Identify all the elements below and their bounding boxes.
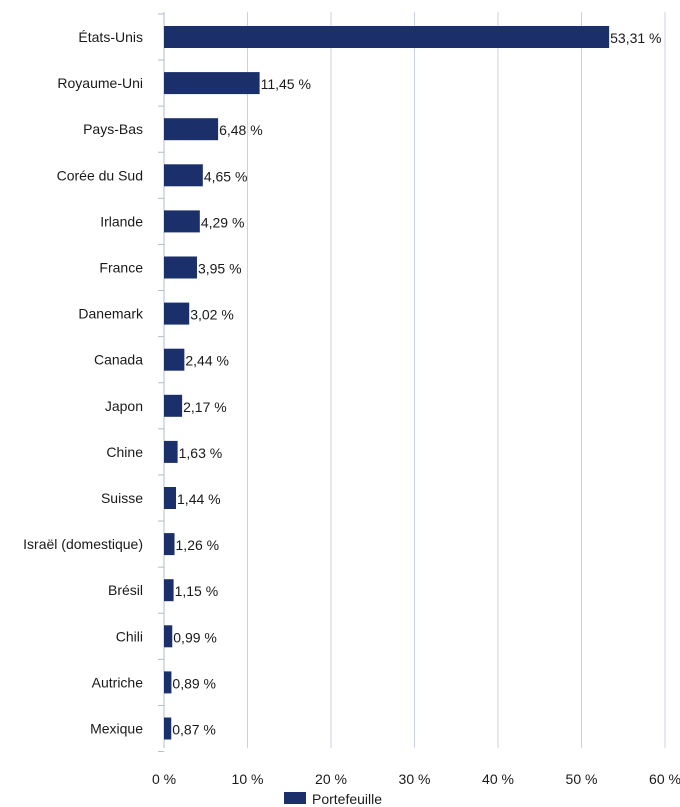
value-label: 2,44 % [185, 353, 229, 369]
category-label: Pays-Bas [83, 121, 143, 137]
value-label: 0,87 % [172, 722, 216, 738]
category-label: Israël (domestique) [23, 536, 143, 552]
bar [164, 72, 260, 95]
bar [164, 533, 175, 556]
bar [164, 164, 203, 187]
bar [164, 256, 197, 279]
bar [164, 394, 183, 417]
category-label: Chili [116, 628, 143, 644]
value-labels: 53,31 % 11,45 % 6,48 % 4,65 % 4,29 % 3,95 % 3,… [172, 30, 661, 738]
category-label: Irlande [100, 213, 143, 229]
bar [164, 26, 610, 48]
x-tick-label: 50 % [566, 771, 598, 787]
category-label: Autriche [92, 674, 144, 690]
bar [164, 210, 200, 233]
category-label: Chine [106, 444, 143, 460]
bar [164, 579, 174, 602]
value-label: 53,31 % [610, 30, 661, 46]
x-tick-label: 40 % [482, 771, 514, 787]
x-tick-label: 20 % [315, 771, 347, 787]
category-label: Royaume-Uni [57, 75, 143, 91]
bar [164, 302, 190, 325]
category-label: Corée du Sud [57, 167, 143, 183]
bar [164, 671, 172, 694]
bar [164, 118, 219, 141]
category-label: Mexique [90, 721, 143, 737]
category-label: Suisse [101, 490, 143, 506]
legend-label: Portefeuille [312, 791, 382, 807]
value-label: 3,95 % [198, 261, 242, 277]
bar [164, 440, 178, 463]
category-label: Brésil [108, 582, 143, 598]
value-label: 0,89 % [172, 675, 216, 691]
category-label: États-Unis [78, 29, 143, 45]
legend: Portefeuille [284, 791, 382, 807]
value-label: 1,26 % [176, 537, 220, 553]
bar [164, 348, 185, 371]
value-label: 1,15 % [175, 583, 219, 599]
x-tick-label: 0 % [152, 771, 176, 787]
value-label: 4,29 % [201, 214, 245, 230]
category-label: France [99, 260, 143, 276]
value-label: 2,17 % [183, 399, 227, 415]
x-tick-label: 10 % [232, 771, 264, 787]
value-label: 6,48 % [219, 122, 263, 138]
x-axis-tick-labels: 0 % 10 % 20 % 30 % 40 % 50 % 60 % [152, 771, 680, 787]
value-label: 3,02 % [190, 307, 234, 323]
category-label: Canada [94, 352, 143, 368]
value-label: 1,63 % [179, 445, 223, 461]
category-label: Danemark [78, 306, 144, 322]
value-label: 4,65 % [204, 168, 248, 184]
value-label: 1,44 % [177, 491, 221, 507]
category-label: Japon [105, 398, 143, 414]
bar [164, 487, 177, 509]
category-labels: États-Unis Royaume-Uni Pays-Bas Corée du Su… [23, 29, 144, 737]
bar [164, 625, 173, 648]
bar [164, 717, 172, 740]
x-tick-label: 30 % [399, 771, 431, 787]
bars [164, 26, 610, 740]
legend-swatch [284, 792, 306, 804]
gridlines [158, 12, 666, 753]
value-label: 0,99 % [173, 629, 217, 645]
x-tick-label: 60 % [649, 771, 680, 787]
value-label: 11,45 % [261, 76, 311, 92]
